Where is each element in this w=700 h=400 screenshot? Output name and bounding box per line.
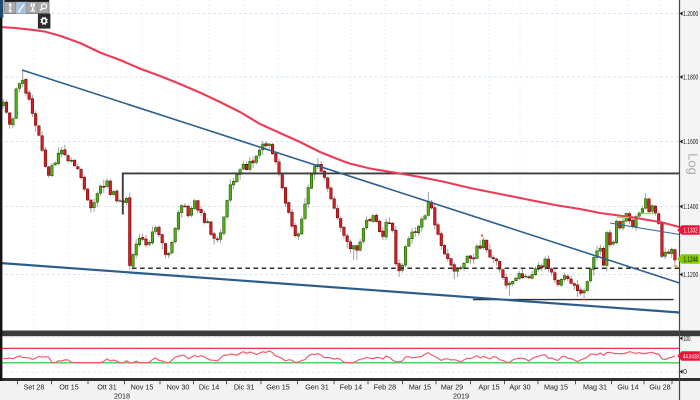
svg-text:2018: 2018 bbox=[114, 391, 130, 400]
svg-text:1.1800: 1.1800 bbox=[683, 75, 698, 82]
svg-text:Mar 29: Mar 29 bbox=[441, 383, 463, 392]
svg-text:100: 100 bbox=[683, 336, 691, 343]
svg-text:Dic 14: Dic 14 bbox=[199, 383, 219, 392]
svg-text:Nov 30: Nov 30 bbox=[167, 383, 190, 392]
svg-text:Mag 15: Mag 15 bbox=[544, 383, 568, 392]
svg-text:1.1332: 1.1332 bbox=[684, 228, 698, 235]
svg-text:1.1200: 1.1200 bbox=[683, 272, 698, 279]
svg-text:Giu 14: Giu 14 bbox=[617, 383, 638, 392]
svg-text:Nov 15: Nov 15 bbox=[131, 383, 154, 392]
svg-text:Feb 14: Feb 14 bbox=[340, 383, 362, 392]
svg-text:1.1400: 1.1400 bbox=[683, 204, 698, 211]
svg-text:Mag 31: Mag 31 bbox=[583, 383, 607, 392]
svg-text:1.1244: 1.1244 bbox=[684, 257, 698, 264]
svg-text:44.8438: 44.8438 bbox=[683, 354, 699, 361]
svg-text:Set 28: Set 28 bbox=[24, 383, 45, 392]
svg-text:Ott 31: Ott 31 bbox=[97, 383, 117, 392]
svg-text:Apr 30: Apr 30 bbox=[509, 383, 530, 392]
svg-text:Ott 15: Ott 15 bbox=[59, 383, 79, 392]
svg-text:Giu 28: Giu 28 bbox=[649, 383, 670, 392]
svg-text:Dic 31: Dic 31 bbox=[234, 383, 254, 392]
svg-text:1.1600: 1.1600 bbox=[683, 139, 698, 146]
svg-text:Gen 31: Gen 31 bbox=[305, 383, 329, 392]
svg-text:Gen 15: Gen 15 bbox=[266, 383, 290, 392]
svg-text:Apr 15: Apr 15 bbox=[478, 383, 499, 392]
svg-text:Feb 28: Feb 28 bbox=[374, 383, 396, 392]
svg-text:0: 0 bbox=[683, 369, 687, 376]
svg-text:Mar 15: Mar 15 bbox=[409, 383, 431, 392]
svg-text:2019: 2019 bbox=[453, 391, 469, 400]
svg-text:Log: Log bbox=[685, 153, 700, 175]
svg-text:1.2000: 1.2000 bbox=[683, 11, 698, 18]
